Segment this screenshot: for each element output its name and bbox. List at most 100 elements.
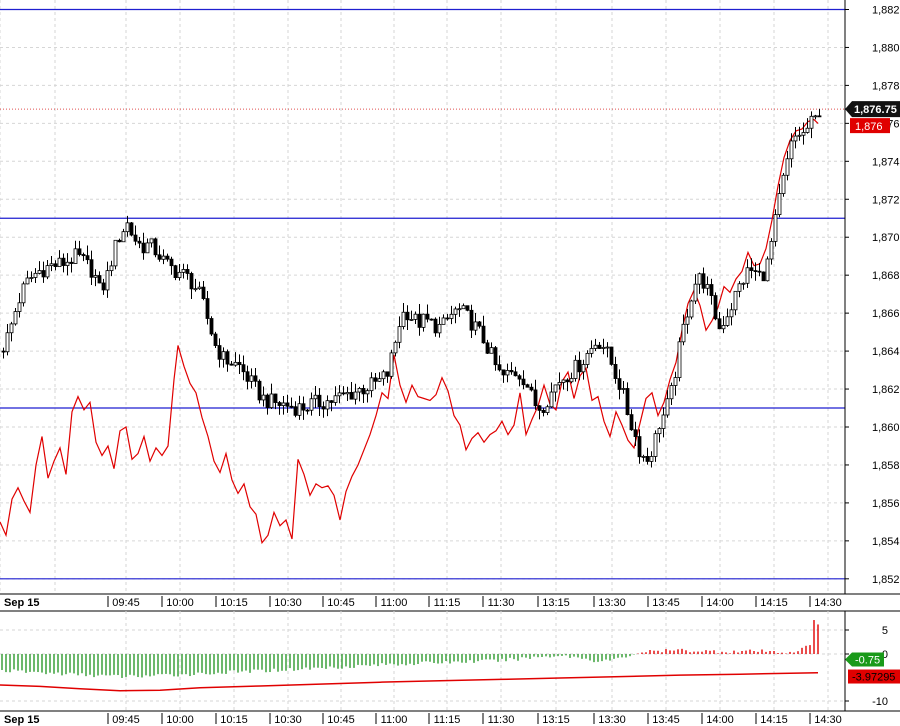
candle-body (461, 305, 466, 310)
candle-body (305, 409, 310, 412)
candle-body (261, 394, 266, 401)
candle-body (317, 394, 322, 408)
time-axis-upper-tick-label: 11:30 (488, 597, 515, 609)
price-y-tick-label: 1,868 (872, 270, 900, 282)
candle-body (237, 361, 242, 366)
time-axis-upper-tick-label: 14:00 (706, 597, 734, 609)
candle-body (549, 391, 554, 408)
candle (125, 215, 130, 237)
candle-body (485, 342, 490, 354)
osc-y-tick-label: 0 (882, 649, 888, 661)
candle-body (29, 277, 34, 279)
candle-body (205, 298, 210, 319)
candle (557, 372, 562, 390)
candle (709, 278, 714, 305)
candle-body (617, 378, 622, 390)
candle (465, 305, 470, 312)
candle (377, 372, 382, 382)
time-axis-lower-tick-label: 10:30 (274, 714, 302, 726)
osc-signal-tag-label: -3.97295 (852, 672, 895, 684)
candle (657, 427, 662, 443)
candle (545, 404, 550, 416)
candle-body (749, 267, 754, 271)
candle-body (453, 308, 458, 315)
candle-body (161, 255, 166, 260)
candle-body (745, 267, 750, 284)
candle-body (589, 348, 594, 354)
time-axis-upper-tick-label: 14:30 (814, 597, 842, 609)
candle (301, 396, 306, 420)
candle-body (325, 400, 330, 410)
candle (813, 114, 818, 120)
candle (181, 263, 186, 279)
candle (793, 126, 798, 149)
candle-body (817, 115, 822, 118)
candle (617, 369, 622, 400)
candle-body (181, 269, 186, 273)
candle (721, 315, 726, 334)
candle (565, 378, 570, 392)
candle-body (313, 394, 318, 400)
candle (625, 382, 630, 416)
time-axis-lower-tick-label: 14:30 (814, 714, 842, 726)
candle (161, 249, 166, 265)
candle (745, 259, 750, 289)
candle-body (241, 364, 246, 373)
candle (497, 355, 502, 372)
candle-body (269, 393, 274, 408)
candle-body (665, 398, 670, 416)
candle (153, 237, 158, 258)
price-y-tick-label: 1,852 (872, 574, 900, 586)
candle (289, 397, 294, 409)
candle (65, 253, 70, 276)
candle-body (321, 406, 326, 410)
candle (9, 321, 14, 342)
candle-body (37, 270, 42, 274)
candle (505, 363, 510, 383)
candle (229, 361, 234, 366)
candle (165, 253, 170, 262)
time-axis-upper-date-label: Sep 15 (4, 597, 39, 609)
candle-body (201, 286, 206, 299)
candle (461, 303, 466, 310)
candle (785, 150, 790, 181)
price-y-tick-label: 1,878 (872, 80, 900, 92)
candle (85, 245, 90, 265)
candle (61, 253, 66, 273)
candle-body (605, 346, 610, 349)
candle-body (733, 290, 738, 311)
candle (313, 386, 318, 409)
candle-body (57, 257, 62, 268)
candle-body (137, 240, 142, 244)
candle-body (785, 158, 790, 176)
candle-body (505, 370, 510, 376)
candle (573, 355, 578, 382)
candle-body (253, 375, 258, 382)
price-y-tick-label: 1,872 (872, 194, 900, 206)
candle (81, 252, 86, 262)
price-y-axis: 1,852 1,854 1,856 1,858 1,860 1,862 1,864 1,866… (845, 4, 900, 586)
candle (365, 388, 370, 403)
candle-body (213, 333, 218, 346)
candle (413, 311, 418, 325)
candle (689, 299, 694, 320)
price-y-tick-label: 1,854 (872, 536, 900, 548)
price-grid (0, 0, 845, 594)
time-axis-lower-tick-label: 13:15 (542, 714, 570, 726)
candle-body (373, 377, 378, 382)
candle-body (501, 369, 506, 376)
candle (269, 383, 274, 409)
candle (369, 372, 374, 398)
price-y-tick-label: 1,862 (872, 384, 900, 396)
candle-body (421, 313, 426, 328)
time-axis-upper-tick-label: 10:15 (220, 597, 248, 609)
candle-body (145, 242, 150, 254)
candle-body (289, 405, 294, 408)
candle-body (153, 238, 158, 256)
candle (213, 331, 218, 349)
candle-body (133, 234, 138, 242)
candle (453, 306, 458, 324)
candle-body (177, 271, 182, 279)
candle (297, 395, 302, 420)
candle-body (573, 359, 578, 379)
